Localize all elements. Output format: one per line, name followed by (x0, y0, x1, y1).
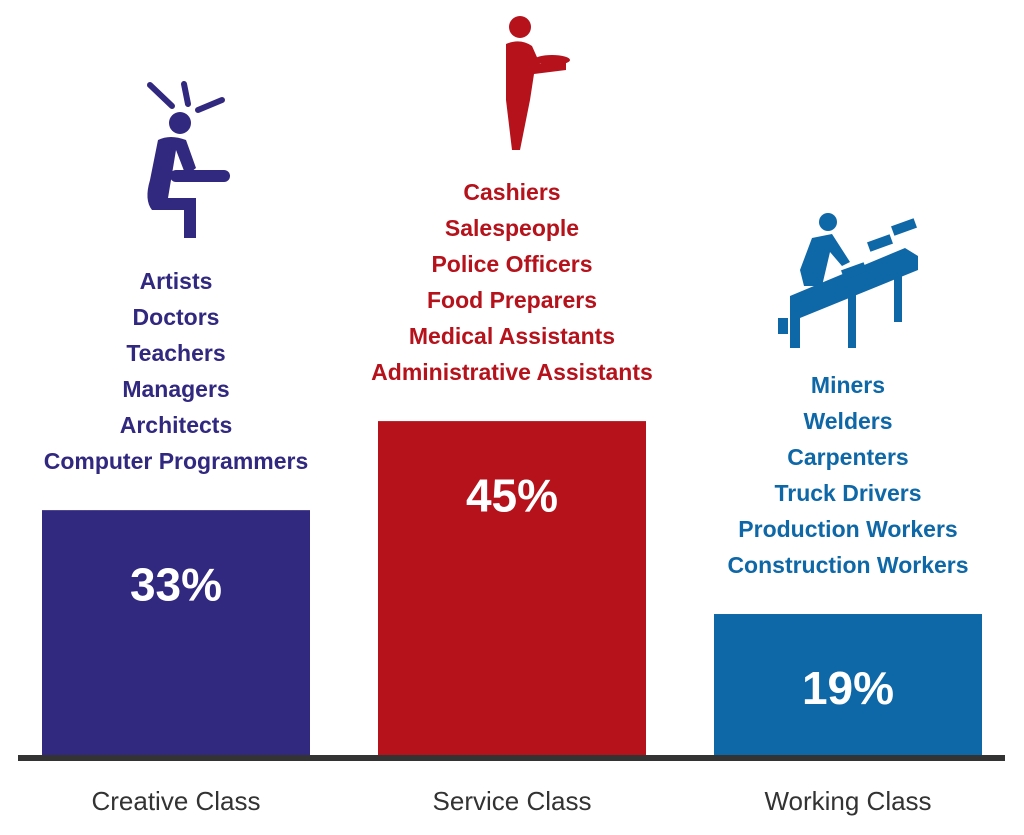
bar (714, 614, 982, 755)
bar (42, 510, 310, 755)
category-label: Service Class (433, 786, 592, 816)
creative-icon (147, 81, 230, 238)
occupation: Cashiers (463, 179, 560, 205)
occupation: Medical Assistants (409, 323, 615, 349)
occupation: Welders (803, 408, 892, 434)
occupation: Administrative Assistants (371, 359, 653, 385)
occupation: Computer Programmers (44, 448, 309, 474)
working-icon (778, 213, 918, 348)
occupation: Architects (120, 412, 232, 438)
occupation: Carpenters (787, 444, 908, 470)
occupation: Managers (122, 376, 229, 402)
baseline (18, 755, 1005, 761)
occupation: Truck Drivers (774, 480, 921, 506)
category-label: Creative Class (91, 786, 260, 816)
occupation: Miners (811, 372, 885, 398)
category-label: Working Class (764, 786, 931, 816)
occupation: Production Workers (738, 516, 957, 542)
value-label: 45% (466, 469, 558, 521)
occupation: Teachers (126, 340, 225, 366)
value-label: 33% (130, 558, 222, 610)
occupation: Doctors (133, 304, 220, 330)
occupation: Construction Workers (727, 552, 968, 578)
occupation: Police Officers (431, 251, 592, 277)
bar (378, 421, 646, 755)
service-icon (506, 16, 570, 150)
occupation: Food Preparers (427, 287, 597, 313)
value-label: 19% (802, 662, 894, 714)
occupation: Artists (140, 268, 213, 294)
occupation: Salespeople (445, 215, 579, 241)
